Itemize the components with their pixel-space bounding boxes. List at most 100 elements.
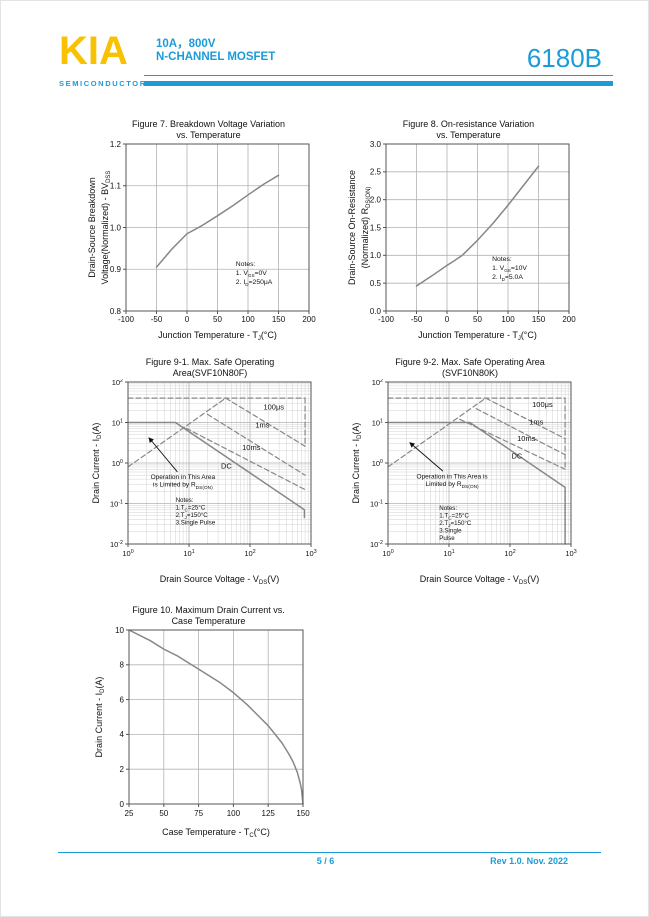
x-tick-label: -50 — [411, 315, 423, 324]
x-tick-label: -100 — [378, 315, 395, 324]
curve-label: DC — [221, 462, 232, 471]
figure-7-chart: Figure 7. Breakdown Voltage Variation vs… — [76, 119, 341, 341]
device-type: N-CHANNEL MOSFET — [156, 51, 276, 63]
curve-label: 100μs — [532, 400, 553, 409]
notes-line: 2.TJ=150°C — [176, 512, 209, 520]
x-tick-label: -50 — [151, 315, 163, 324]
figure-8-plot: -100 -50 0 50 100 150 200 0.0 0.5 1.0 1.5 2.0 2.5 3.0… — [347, 141, 576, 341]
chart-title-line: (SVF10N80K) — [441, 368, 499, 378]
notes-line: Notes: — [439, 505, 457, 512]
y-tick-label: 10-1 — [370, 499, 383, 508]
notes-line: 2. ID=250μA — [236, 279, 273, 287]
notes-line: 1. VGS=0V — [236, 270, 267, 278]
y-tick-label: 102 — [372, 379, 383, 387]
x-tick-label: 103 — [305, 549, 316, 558]
figure-10-chart: Figure 10. Maximum Drain Current vs. Cas… — [76, 605, 341, 841]
chart-title-line: Case Temperature — [171, 616, 246, 626]
figure-9-2-plot: 100 101 102 103 10-2 10-1 100 101 102 Drain Sourc… — [351, 379, 577, 586]
series-bvdss-normalized — [155, 174, 280, 268]
x-tick-label: 150 — [532, 315, 546, 324]
series-dc — [387, 421, 566, 545]
figure-9-1-title: Figure 9-1. Max. Safe Operating Area(SVF… — [84, 357, 336, 379]
figure-9-2-title: Figure 9-2. Max. Safe Operating Area (SV… — [344, 357, 596, 379]
x-tick-label: 0 — [445, 315, 450, 324]
x-tick-label: 101 — [443, 549, 454, 558]
figure-10-plot: 25 50 75 100 125 150 0 2 4 6 8 10 Case Temperature -… — [94, 627, 310, 839]
footer-rule — [58, 852, 601, 854]
y-axis-label: Voltage(Normalized) - BVDSS — [100, 171, 112, 285]
y-tick-label: 10-2 — [110, 540, 123, 549]
chart-title-line: Figure 9-1. Max. Safe Operating — [145, 357, 275, 367]
y-tick-label: 10-1 — [110, 499, 123, 508]
y-axis-label: (Normalized) RDS(ON) — [360, 187, 372, 269]
y-tick-label: 1.5 — [370, 223, 382, 232]
x-tick-label: 50 — [213, 315, 222, 324]
y-axis-label: Drain-Source On-Resistance — [347, 170, 357, 285]
notes-line: Notes: — [176, 497, 194, 504]
y-tick-label: 2 — [120, 765, 125, 774]
notes-line: 1.TC=25°C — [176, 504, 206, 512]
x-tick-label: 101 — [183, 549, 194, 558]
page-number: 5 / 6 — [316, 856, 335, 866]
figure-9-2-chart: Figure 9-2. Max. Safe Operating Area (SV… — [344, 357, 596, 591]
header-rule-thin — [144, 75, 613, 77]
chart-title-line: Figure 8. On-resistance Variation — [402, 119, 535, 129]
x-tick-label: 0 — [185, 315, 190, 324]
x-tick-label: 50 — [159, 809, 168, 818]
y-tick-label: 102 — [112, 379, 123, 387]
y-tick-label: 101 — [372, 418, 383, 427]
notes-line: 3.Single — [439, 527, 462, 534]
revision-label: Rev 1.0. Nov. 2022 — [490, 856, 568, 866]
x-tick-label: 125 — [262, 809, 276, 818]
curve-label: 10ms — [242, 443, 261, 452]
notes-line: Notes: — [236, 261, 256, 268]
series-rdson-limit-line — [127, 397, 227, 468]
x-axis-label: Junction Temperature - TJ(°C) — [158, 330, 277, 341]
chart-title-line: vs. Temperature — [436, 130, 501, 140]
curve-label: 1ms — [255, 421, 269, 430]
y-tick-label: 0 — [120, 800, 125, 809]
y-axis-label: Drain-Source Breakdown — [87, 177, 97, 278]
notes-line: Notes: — [492, 256, 512, 263]
x-tick-label: 100 — [382, 549, 393, 558]
x-tick-label: 103 — [565, 549, 576, 558]
y-tick-label: 6 — [120, 695, 125, 704]
notes-line: 2. ID=5.0A — [492, 274, 523, 282]
y-tick-label: 3.0 — [370, 141, 382, 149]
y-axis-label: Drain Current - ID(A) — [351, 423, 363, 504]
curve-label: 1ms — [529, 417, 543, 426]
series-max-drain-current — [128, 629, 304, 805]
x-axis-label: Drain Source Voltage - VDS(V) — [420, 574, 539, 586]
x-tick-label: 75 — [194, 809, 203, 818]
series-rdson-normalized — [415, 165, 540, 287]
y-tick-label: 0.9 — [110, 265, 122, 274]
x-tick-label: 150 — [272, 315, 286, 324]
y-tick-label: 10 — [115, 627, 124, 635]
annotation-line: Limited by RDS(ON) — [425, 481, 479, 490]
y-tick-label: 0.8 — [110, 307, 122, 316]
annotation-line: Operation in This Area — [151, 474, 216, 481]
series-1ms — [206, 413, 306, 476]
x-axis-label: Case Temperature - TC(°C) — [162, 827, 270, 839]
y-tick-label: 4 — [120, 730, 125, 739]
x-tick-label: 50 — [473, 315, 482, 324]
notes-line: Pulse — [439, 535, 455, 542]
x-tick-label: -100 — [118, 315, 135, 324]
y-axis-label: Drain Current - ID(A) — [91, 423, 103, 504]
x-tick-label: 150 — [296, 809, 310, 818]
x-tick-label: 200 — [302, 315, 316, 324]
x-tick-label: 200 — [562, 315, 576, 324]
y-tick-label: 10-2 — [370, 540, 383, 549]
figure-8-chart: Figure 8. On-resistance Variation vs. Te… — [336, 119, 601, 341]
y-tick-label: 8 — [120, 661, 125, 670]
series-100us — [485, 397, 566, 440]
y-axis-label: Drain Current - ID(A) — [94, 677, 106, 758]
chart-title-line: vs. Temperature — [176, 130, 241, 140]
curve-label: DC — [512, 451, 523, 460]
series-1ms — [475, 408, 566, 456]
part-number: 6180B — [526, 43, 602, 73]
series-dc — [127, 421, 306, 519]
kia-logo: KIA — [59, 29, 128, 73]
annotation-arrow — [409, 442, 444, 472]
